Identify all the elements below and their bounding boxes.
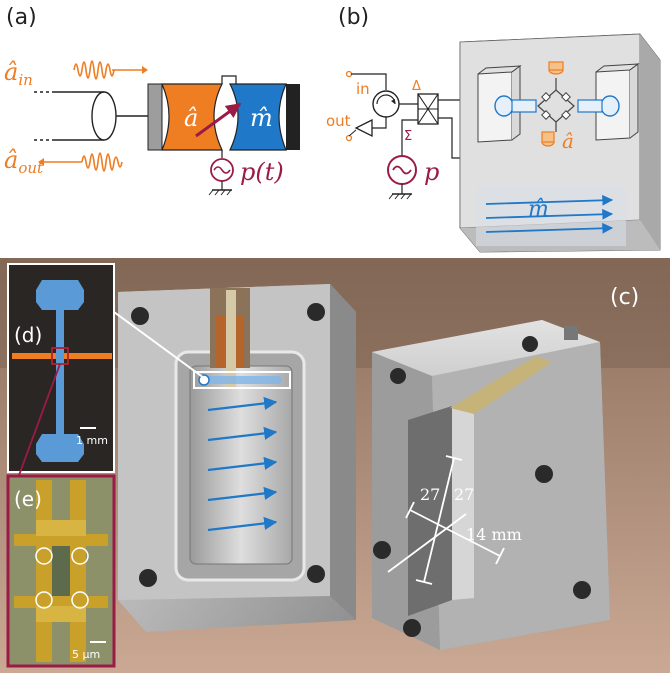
coax-port [91,91,117,141]
pump-label-a: p(t) [240,158,284,186]
dimension-label-14mm: 14 mm [466,525,522,544]
dimension-label-27a: 27 [420,485,440,504]
delta-port-label: Δ [412,79,421,94]
amplifier [354,118,373,138]
scale-bar-d: 1 mm [76,434,108,447]
cavity-mode-label: â [184,104,198,132]
panel-a: (a) âin â m̂ p(t) [4,5,300,196]
dimension-label-27b: 27 [454,485,474,504]
pump-label-b: p [424,158,439,186]
out-port-label: out [326,112,351,130]
coupling-arrow [195,102,242,138]
panel-d: (d) 1 mm [7,263,115,473]
left-cavity-half [118,284,356,632]
right-cavity-half: 27 27 14 mm [372,320,610,650]
magnon-mode-label: m̂ [250,104,273,132]
input-mode-label: âin [4,58,33,89]
magnon-mode-label-b: m̂ [528,197,549,222]
panel-e: (e) 5 μm [6,474,116,668]
input-pulse [73,60,115,80]
cavity-mode-label-b: â [562,129,574,153]
in-port-label: in [356,80,370,98]
panel-label-d: (d) [14,323,42,347]
sigma-port-label: Σ [404,129,412,144]
panel-label-a: (a) [6,5,37,30]
panel-label-c: (c) [610,285,639,310]
output-pulse [81,152,123,172]
panel-label-e: (e) [14,487,42,511]
scale-bar-e: 5 μm [72,648,100,661]
panel-label-b: (b) [338,5,369,30]
panel-b: (b) in out Δ Σ p [326,5,661,253]
output-mode-label: âout [4,146,44,177]
